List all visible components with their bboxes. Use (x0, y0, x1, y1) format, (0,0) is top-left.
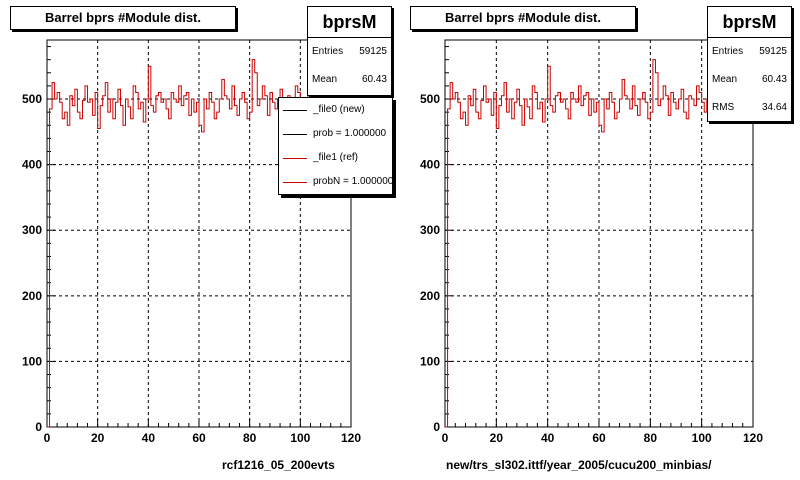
legend-entry-prob: prob = 1.000000 (279, 122, 392, 146)
stats-label: RMS (712, 102, 735, 113)
x-tick-label: 120 (743, 431, 763, 445)
stats-label: Entries (312, 46, 344, 57)
y-tick-label: 300 (420, 223, 440, 237)
stats-label: Entries (712, 46, 744, 57)
stats-value: 59125 (359, 46, 387, 57)
x-tick-label: 80 (644, 431, 658, 445)
x-tick-label: 20 (490, 431, 504, 445)
y-tick-label: 0 (433, 420, 440, 434)
stats-name: bprsM (708, 7, 791, 38)
x-tick-label: 100 (290, 431, 310, 445)
legend-label: _file0 (new) (313, 104, 365, 115)
stats-row-entries: Entries 59125 (708, 38, 791, 66)
y-tick-label: 400 (420, 158, 440, 172)
y-tick-label: 100 (420, 354, 440, 368)
stats-row-mean: Mean 60.43 (308, 66, 391, 94)
legend-entry-file0: _file0 (new) (279, 98, 392, 122)
x-axis-label: rcf1216_05_200evts (222, 458, 335, 472)
x-tick-label: 40 (142, 431, 156, 445)
y-tick-label: 400 (22, 158, 42, 172)
y-tick-label: 300 (22, 223, 42, 237)
stats-value: 59125 (759, 46, 787, 57)
stats-value: 60.43 (361, 74, 387, 85)
stats-row-rms: RMS 34.64 (708, 94, 791, 122)
y-tick-label: 0 (35, 420, 42, 434)
x-tick-label: 40 (541, 431, 555, 445)
stats-box: bprsM Entries 59125 Mean 60.43 RMS 34.64 (707, 6, 792, 122)
stats-label: Mean (312, 74, 338, 85)
histogram-series (47, 59, 351, 428)
stats-value: 34.64 (761, 102, 787, 113)
y-tick-label: 100 (22, 354, 42, 368)
x-tick-label: 60 (592, 431, 606, 445)
y-tick-label: 200 (22, 289, 42, 303)
histogram-series (445, 59, 753, 428)
legend-swatch (283, 158, 307, 159)
legend-label: probN = 1.000000 (313, 176, 393, 187)
right-pad: Barrel bprs #Module dist. 0 20 40 60 80 100 12… (400, 0, 800, 480)
x-tick-label: 0 (44, 431, 51, 445)
legend-label: prob = 1.000000 (313, 128, 387, 139)
legend-entry-file1: _file1 (ref) (279, 146, 392, 170)
y-tick-label: 500 (420, 92, 440, 106)
stats-row-entries: Entries 59125 (308, 38, 391, 66)
y-tick-label: 200 (420, 289, 440, 303)
legend-entry-probn: probN = 1.000000 (279, 170, 392, 194)
legend-swatch (283, 134, 307, 135)
plot-area: 0 20 40 60 80 100 120 0 100 200 300 400 500 (420, 39, 763, 445)
stats-value: 60.43 (761, 74, 787, 85)
legend-label: _file1 (ref) (313, 152, 359, 163)
legend-swatch (283, 110, 307, 111)
x-tick-label: 100 (692, 431, 712, 445)
legend-swatch (283, 182, 307, 183)
x-tick-label: 0 (442, 431, 449, 445)
stats-name: bprsM (308, 7, 391, 38)
chart-title: Barrel bprs #Module dist. (10, 6, 236, 30)
legend: _file0 (new) prob = 1.000000 _file1 (ref… (278, 97, 393, 195)
chart-title: Barrel bprs #Module dist. (410, 6, 636, 30)
y-tick-label: 500 (22, 92, 42, 106)
x-tick-label: 20 (91, 431, 105, 445)
x-tick-label: 80 (243, 431, 257, 445)
x-tick-label: 120 (341, 431, 361, 445)
x-axis-label: new/trs_sl302.ittf/year_2005/cucu200_min… (446, 458, 712, 472)
stats-row-mean: Mean 60.43 (708, 66, 791, 94)
stats-box: bprsM Entries 59125 Mean 60.43 (307, 6, 392, 96)
x-tick-label: 60 (192, 431, 206, 445)
left-pad: Barrel bprs #Module dist. 0 20 40 60 80 100 12… (10, 6, 393, 472)
stats-label: Mean (712, 74, 738, 85)
